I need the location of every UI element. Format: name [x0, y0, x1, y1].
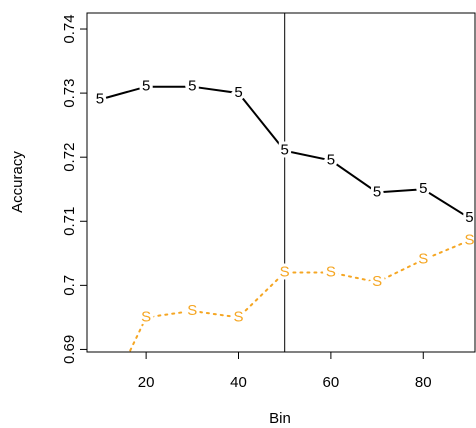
- y-tick-label: 0.74: [61, 14, 78, 43]
- point-marker: S: [464, 231, 474, 248]
- x-axis-label: Bin: [269, 410, 291, 427]
- point-marker: S: [280, 264, 290, 281]
- y-axis-label: Accuracy: [9, 151, 26, 213]
- point-marker: S: [418, 251, 428, 268]
- x-tick-label: 80: [415, 374, 432, 391]
- series-line: [98, 85, 471, 220]
- y-tick-label: 0.72: [61, 143, 78, 172]
- plot-frame: [86, 12, 476, 353]
- x-tick-label: 40: [230, 374, 247, 391]
- series-line: [128, 239, 471, 352]
- x-tick-label: 60: [323, 374, 340, 391]
- plot-area: 5 5 5 5 5 5 5 5 5 S S S S S S S S S: [93, 13, 475, 421]
- y-tick-label: 0.71: [61, 207, 78, 236]
- point-marker: S: [95, 404, 105, 421]
- point-marker: S: [233, 308, 243, 325]
- point-marker: 5: [234, 84, 242, 101]
- point-marker: 5: [281, 142, 289, 159]
- point-marker: 5: [373, 183, 381, 200]
- point-marker: S: [372, 273, 382, 290]
- point-marker: 5: [96, 90, 104, 107]
- y-tick-label: 0.69: [61, 335, 78, 364]
- point-marker: 5: [419, 180, 427, 197]
- point-marker: S: [326, 264, 336, 281]
- y-tick-label: 0.7: [61, 275, 78, 296]
- point-marker: 5: [465, 209, 473, 226]
- point-marker: S: [141, 308, 151, 325]
- point-marker: 5: [327, 151, 335, 168]
- x-tick-label: 20: [138, 374, 155, 391]
- point-marker: 5: [142, 78, 150, 95]
- point-marker: 5: [188, 78, 196, 95]
- y-tick-label: 0.73: [61, 79, 78, 108]
- point-marker: S: [187, 302, 197, 319]
